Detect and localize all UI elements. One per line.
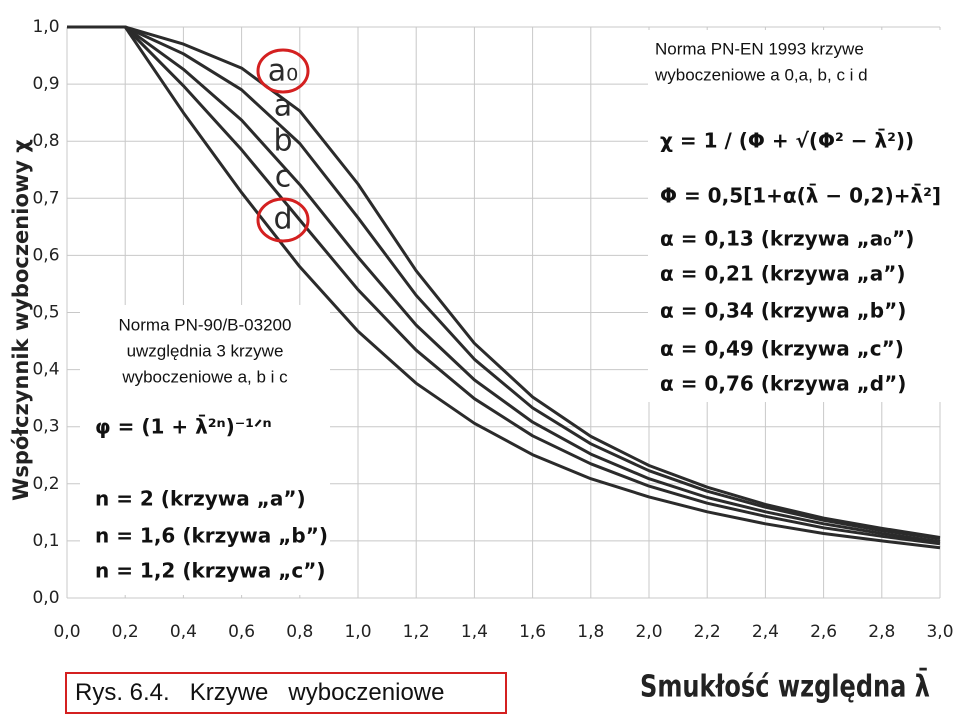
annotation-text: wyboczeniowe a, b i c (121, 367, 288, 386)
formula: χ = 1 / (Φ + √(Φ² − λ̄²)) (660, 129, 914, 153)
curve-label: b (273, 124, 292, 159)
x-tick-label: 2,2 (694, 622, 721, 642)
x-tick-label: 1,6 (519, 622, 546, 642)
x-tick-label: 0,0 (53, 622, 80, 642)
y-tick-label: 0,1 (32, 531, 59, 551)
x-tick-label: 3,0 (926, 622, 953, 642)
curve (67, 25, 941, 541)
y-tick-label: 0,5 (32, 303, 59, 323)
formula: α = 0,21 (krzywa „a”) (660, 262, 906, 286)
annotation-text: wyboczeniowe a 0,a, b, c i d (654, 65, 868, 84)
y-tick-label: 0,9 (32, 74, 59, 94)
x-tick-label: 1,4 (461, 622, 488, 642)
x-tick-label: 1,2 (403, 622, 430, 642)
x-tick-label: 1,0 (344, 622, 371, 642)
x-axis-title: Smukłość względna λ̄ (640, 668, 930, 704)
curve-label: a (274, 89, 292, 124)
formula: α = 0,76 (krzywa „d”) (660, 372, 906, 396)
curve (67, 25, 941, 546)
x-tick-label: 0,8 (286, 622, 313, 642)
caption: Rys. 6.4. Krzywe wyboczeniowe (65, 672, 507, 714)
pn-box (80, 305, 330, 595)
x-tick-label: 1,8 (577, 622, 604, 642)
en-box (648, 30, 948, 402)
formula: α = 0,34 (krzywa „b”) (660, 299, 906, 323)
annotation-text: uwzględnia 3 krzywe (127, 341, 284, 360)
x-tick-label: 0,4 (170, 622, 197, 642)
x-tick-label: 2,4 (752, 622, 779, 642)
x-tick-label: 2,0 (635, 622, 662, 642)
annotation-text: Norma PN-EN 1993 krzywe (655, 39, 864, 58)
x-tick-label: 0,6 (228, 622, 255, 642)
formula: Φ = 0,5[1+α(λ̄ − 0,2)+λ̄²] (660, 184, 941, 208)
formula: φ = (1 + λ̄²ⁿ)⁻¹ᐟⁿ (95, 415, 272, 439)
x-tick-label: 0,2 (112, 622, 139, 642)
x-tick-label: 2,6 (810, 622, 837, 642)
y-axis-title: Współczynnik wyboczeniowy χ (9, 139, 33, 501)
formula: α = 0,49 (krzywa „c”) (660, 337, 904, 361)
formula: n = 1,2 (krzywa „c”) (95, 559, 326, 583)
y-tick-label: 0,4 (32, 360, 59, 380)
highlight-circle (256, 48, 310, 94)
y-tick-label: 0,0 (32, 588, 59, 608)
y-tick-label: 0,7 (32, 188, 59, 208)
curve (67, 25, 941, 539)
curve (67, 25, 941, 543)
highlight-circle (256, 197, 310, 243)
y-tick-label: 0,6 (32, 245, 59, 265)
curve (67, 25, 941, 550)
y-tick-label: 1,0 (32, 17, 59, 37)
annotation-text: Norma PN-90/B-03200 (119, 315, 292, 334)
formula: n = 2 (krzywa „a”) (95, 487, 306, 511)
y-tick-label: 0,2 (32, 474, 59, 494)
curve-label: d (273, 202, 292, 237)
formula: α = 0,13 (krzywa „a₀”) (660, 227, 914, 251)
curve-label: c (275, 160, 292, 195)
formula: n = 1,6 (krzywa „b”) (95, 524, 328, 548)
x-tick-label: 2,8 (868, 622, 895, 642)
curve-label: a₀ (268, 54, 298, 89)
y-tick-label: 0,3 (32, 417, 59, 437)
y-tick-label: 0,8 (32, 131, 59, 151)
